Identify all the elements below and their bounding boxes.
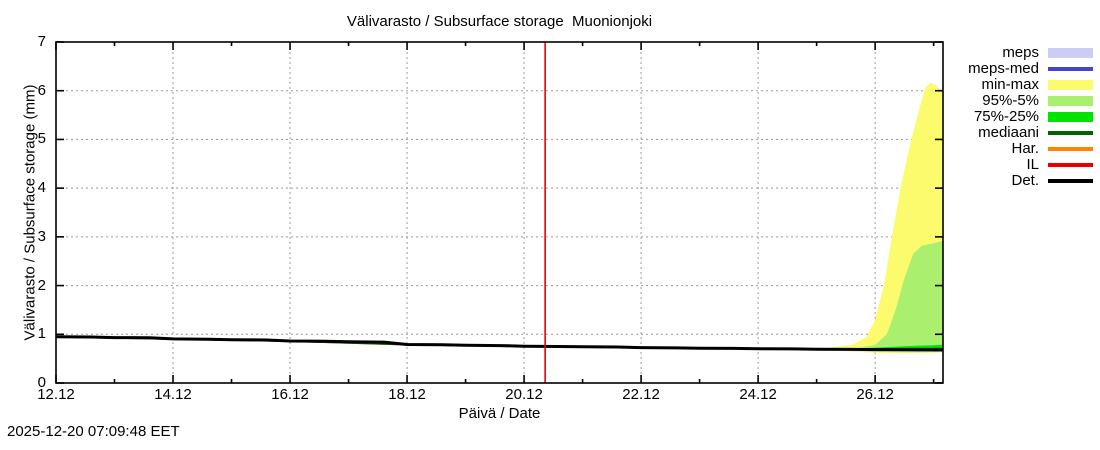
legend-label: 75%-25%	[973, 108, 1039, 125]
plot-border	[55, 41, 944, 384]
grid-lines	[55, 42, 943, 384]
legend-item: min-max	[968, 77, 1093, 93]
legend-swatch-line	[1048, 67, 1093, 71]
x-tick-label: 18.12	[388, 386, 426, 403]
legend-label: IL	[1026, 156, 1039, 173]
legend-swatch-band	[1048, 96, 1093, 106]
legend-item: Har.	[968, 141, 1093, 157]
line-Det.	[56, 335, 943, 352]
legend-swatch-band	[1048, 80, 1093, 90]
band-95%-5%	[570, 240, 943, 353]
y-tick-label: 7	[37, 33, 46, 50]
legend-swatch-band	[1048, 48, 1093, 58]
legend-label: Har.	[1011, 140, 1039, 157]
y-tick-label: 2	[37, 276, 46, 294]
x-tick-label: 20.12	[505, 386, 543, 403]
legend-item: Det.	[968, 173, 1093, 189]
percentile-bands	[547, 82, 943, 354]
chart-title: Välivarasto / Subsurface storage Muonion…	[346, 13, 653, 30]
band-min-max	[547, 82, 943, 354]
legend-label: 95%-5%	[982, 92, 1039, 109]
x-tick-label: 24.12	[739, 386, 777, 403]
legend-label: meps	[1002, 44, 1039, 61]
legend-item: IL	[968, 157, 1093, 173]
legend-swatch-line	[1048, 179, 1093, 183]
y-tick-label: 4	[37, 179, 46, 197]
x-axis-label: Päivä / Date	[458, 405, 541, 422]
legend-swatch-line	[1048, 131, 1093, 135]
legend-label: mediaani	[978, 124, 1039, 141]
legend-item: mediaani	[968, 125, 1093, 141]
legend-swatch-band	[1048, 112, 1093, 122]
legend: meps meps-med min-max 95%-5% 75%-25% mediaani…	[968, 45, 1093, 189]
y-tick-label: 1	[37, 325, 46, 343]
legend-item: meps	[968, 45, 1093, 61]
axis-ticks	[55, 41, 943, 384]
x-tick-label: 22.12	[622, 386, 660, 403]
y-tick-label: 3	[37, 227, 46, 245]
legend-item: 75%-25%	[968, 109, 1093, 125]
series-lines	[56, 335, 943, 352]
x-tick-label: 14.12	[154, 386, 192, 403]
y-tick-label: 6	[37, 81, 46, 99]
legend-swatch-line	[1048, 163, 1093, 167]
legend-label: Det.	[1011, 172, 1039, 189]
legend-label: meps-med	[968, 60, 1039, 77]
generated-timestamp: 2025-12-20 07:09:48 EET	[7, 423, 180, 440]
y-tick-label: 5	[37, 130, 46, 148]
x-tick-label: 26.12	[856, 386, 894, 403]
x-tick-label: 12.12	[37, 386, 75, 403]
x-tick-label: 16.12	[271, 386, 309, 403]
y-tick-label: 0	[37, 374, 46, 391]
legend-swatch-line	[1048, 147, 1093, 151]
legend-label: min-max	[981, 76, 1039, 93]
legend-item: meps-med	[968, 61, 1093, 77]
legend-item: 95%-5%	[968, 93, 1093, 109]
